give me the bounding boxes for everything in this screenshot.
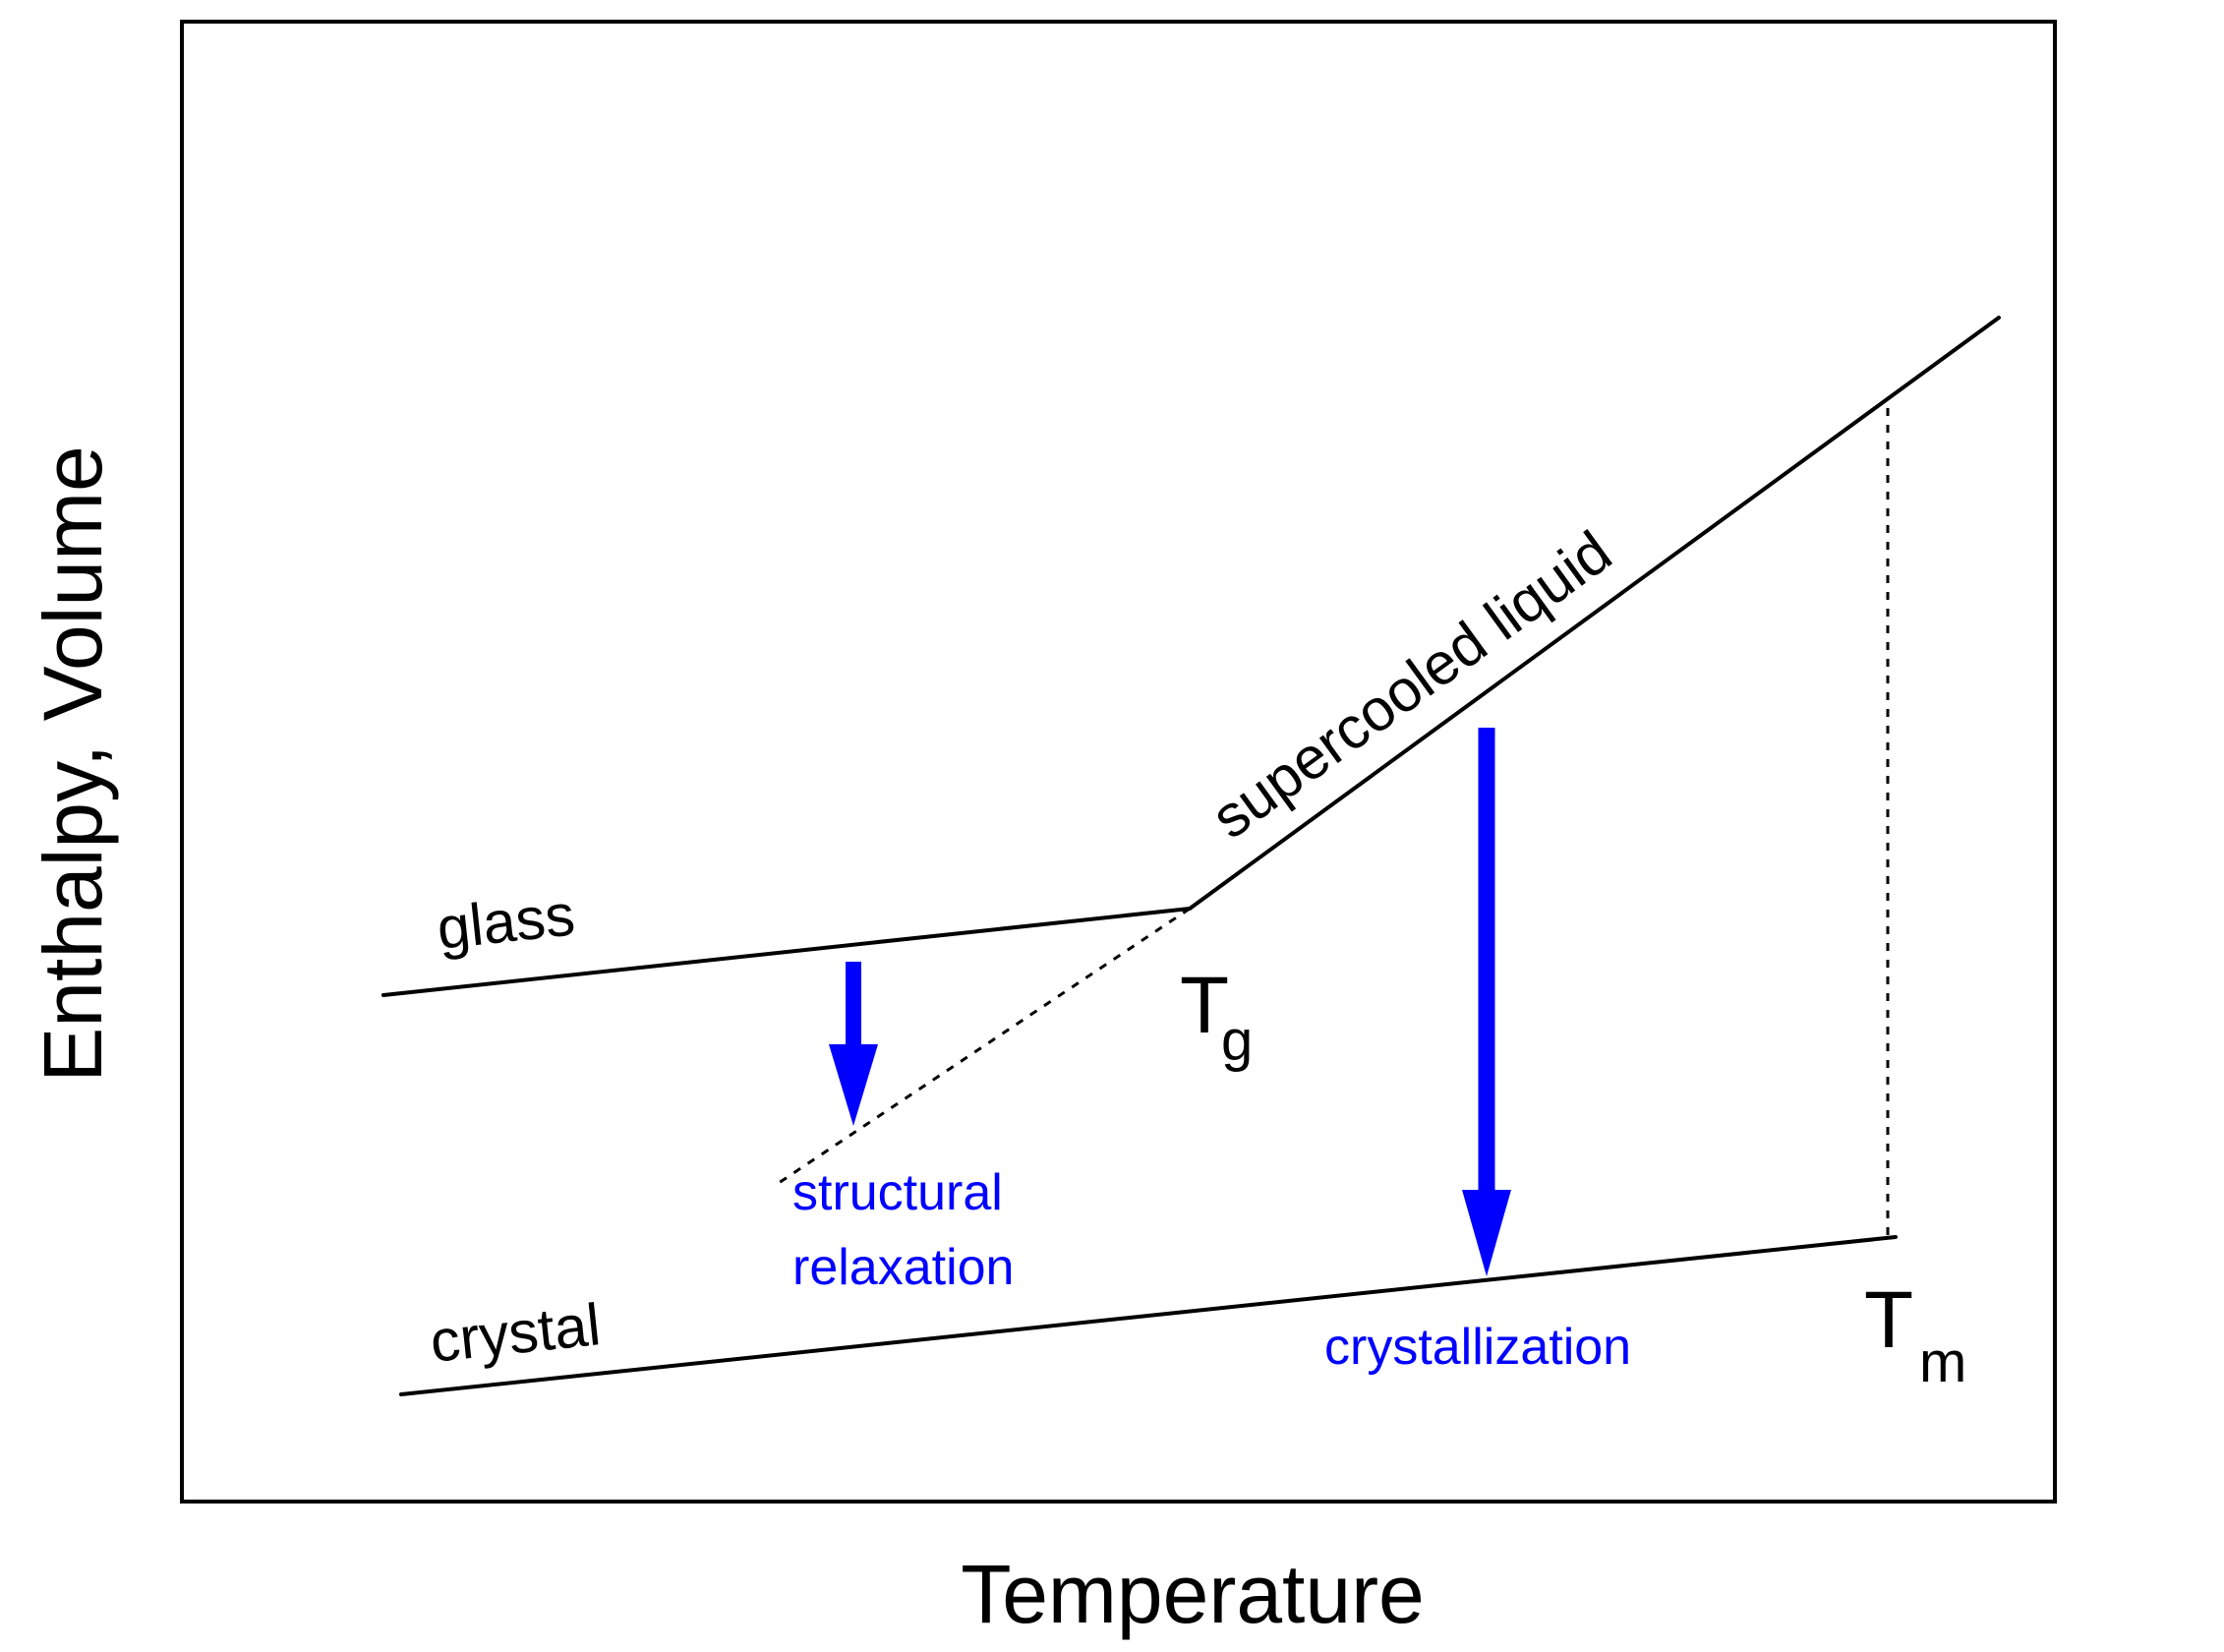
structural-relaxation-label-line2: relaxation — [792, 1239, 1014, 1296]
structural-relaxation-label-line1: structural — [792, 1164, 1003, 1221]
tm-main-text: T — [1864, 1275, 1913, 1365]
tg-subscript: g — [1221, 1009, 1253, 1073]
y-axis-label: Enthalpy, Volume — [27, 445, 119, 1083]
crystallization-arrow — [1462, 728, 1511, 1276]
structural-relaxation-arrow — [829, 962, 878, 1126]
supercooled-liquid-label: supercooled liquid — [1200, 518, 1623, 851]
crystal-label: crystal — [427, 1291, 603, 1375]
crystallization-label: crystallization — [1324, 1319, 1631, 1376]
x-axis-label: Temperature — [961, 1548, 1425, 1640]
tm-subscript: m — [1919, 1330, 1966, 1394]
supercooled-liquid-line — [1188, 316, 2001, 911]
glass-line — [381, 907, 1192, 997]
tg-label: T g — [1180, 961, 1253, 1073]
tg-main-text: T — [1180, 961, 1229, 1050]
glass-label: glass — [434, 881, 577, 962]
crystal-line — [399, 1235, 1898, 1396]
plot-frame — [180, 20, 2057, 1504]
tm-label: T m — [1864, 1275, 1966, 1394]
